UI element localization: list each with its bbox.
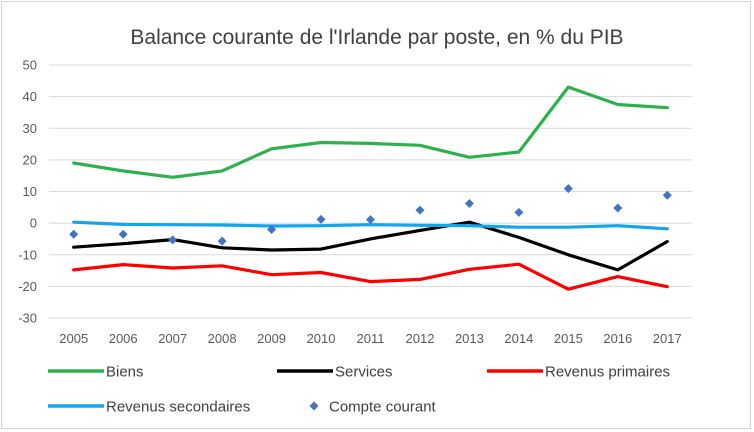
data-point-marker [563, 184, 573, 194]
data-point-marker [464, 199, 474, 209]
series-line [72, 85, 669, 179]
y-tick-label: 50 [23, 58, 37, 73]
x-tick-label: 2014 [504, 331, 533, 346]
x-tick-label: 2006 [109, 331, 138, 346]
y-axis-ticks: 50 40 30 20 10 0 -10 -20 -30 [18, 58, 37, 326]
series-line [72, 262, 669, 291]
y-tick-label: -10 [18, 247, 37, 262]
data-point-marker [316, 214, 326, 224]
data-point-marker [217, 236, 227, 246]
data-point-marker [118, 229, 128, 239]
x-tick-label: 2010 [307, 331, 336, 346]
data-point-marker [69, 229, 79, 239]
series-line [72, 220, 669, 272]
legend: Biens Services Revenus primaires Revenus se… [48, 364, 670, 416]
x-tick-label: 2007 [158, 331, 187, 346]
x-tick-label: 2016 [603, 331, 632, 346]
y-tick-label: -20 [18, 279, 37, 294]
y-tick-label: 40 [23, 89, 37, 104]
x-tick-label: 2005 [59, 331, 88, 346]
data-point-marker [415, 205, 425, 215]
legend-label: Services [335, 364, 393, 381]
x-axis-ticks: 2005 2006 2007 2008 2009 2010 2011 2012 2013 2014… [59, 331, 681, 346]
data-point-marker [514, 207, 524, 217]
data-point-marker [366, 215, 375, 225]
data-point-marker [267, 224, 277, 234]
legend-label: Biens [106, 364, 144, 381]
x-tick-label: 2013 [455, 331, 484, 346]
x-tick-label: 2008 [208, 331, 237, 346]
y-tick-label: 20 [23, 152, 37, 167]
x-tick-label: 2015 [554, 331, 583, 346]
x-tick-label: 2011 [357, 331, 385, 346]
data-point-marker [662, 190, 672, 200]
x-tick-label: 2017 [653, 331, 682, 346]
data-point-marker [613, 203, 623, 213]
x-tick-label: 2012 [406, 331, 435, 346]
x-tick-label: 2009 [257, 331, 286, 346]
legend-label: Revenus secondaires [106, 399, 250, 416]
legend-label: Compte courant [329, 399, 437, 416]
y-tick-label: -30 [18, 311, 37, 326]
legend-swatch [309, 401, 319, 411]
legend-label: Revenus primaires [545, 364, 670, 381]
y-tick-label: 0 [30, 216, 37, 231]
y-tick-label: 30 [23, 121, 37, 136]
data-point-marker [168, 235, 178, 245]
chart-title: Balance courante de l'Irlande par poste,… [130, 26, 623, 49]
series-line [72, 220, 669, 231]
y-tick-label: 10 [23, 184, 37, 199]
series-group [69, 85, 672, 291]
